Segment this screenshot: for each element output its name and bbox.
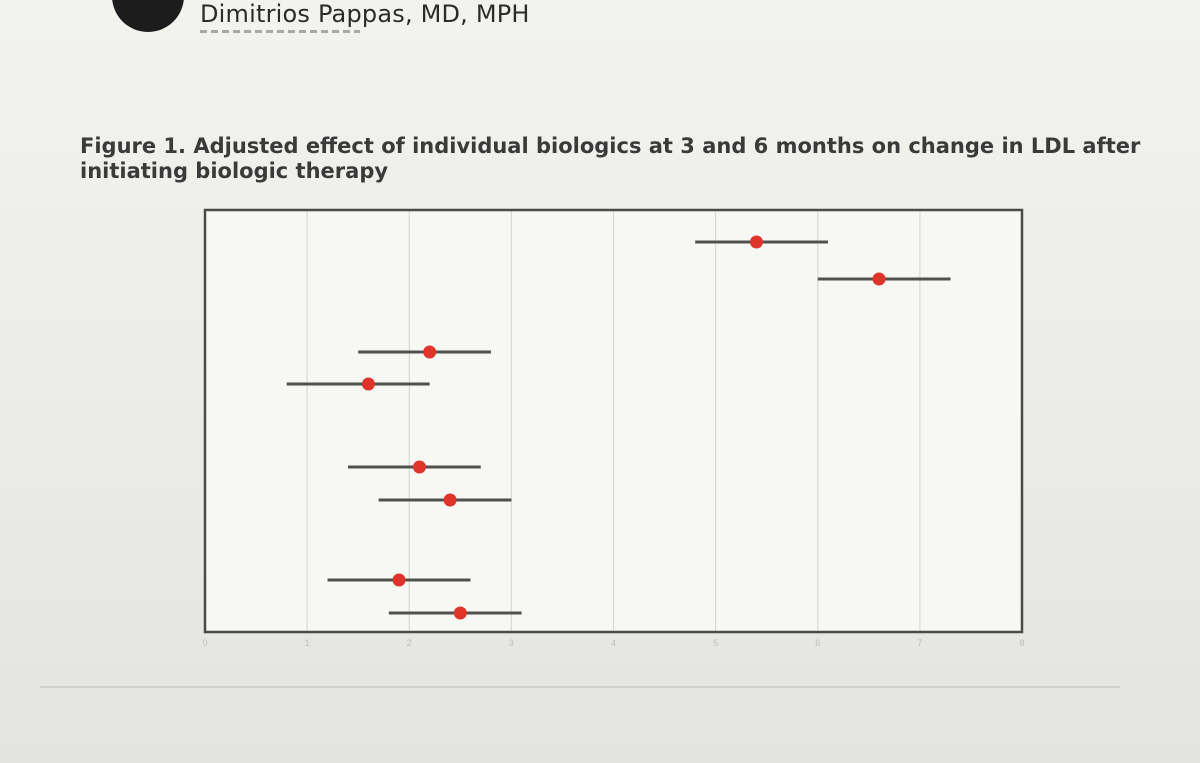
point-estimate xyxy=(872,272,886,286)
x-tick-label: 1 xyxy=(305,638,310,648)
x-tick-label: 3 xyxy=(509,638,514,648)
point-estimate xyxy=(423,345,437,359)
x-tick-label: 4 xyxy=(611,638,616,648)
slide-divider xyxy=(40,686,1120,688)
point-estimate xyxy=(361,377,375,391)
x-tick-label: 5 xyxy=(713,638,718,648)
point-estimate xyxy=(412,460,426,474)
x-tick-label: 2 xyxy=(407,638,412,648)
point-estimate xyxy=(443,493,457,507)
x-tick-label: 7 xyxy=(917,638,922,648)
point-estimate xyxy=(392,573,406,587)
figure-title: Figure 1. Adjusted effect of individual … xyxy=(80,134,1141,183)
x-tick-label: 6 xyxy=(815,638,820,648)
plot-frame xyxy=(203,208,1024,634)
grid-layer xyxy=(204,210,1023,632)
mark-layer xyxy=(286,235,951,620)
point-estimate xyxy=(749,235,763,249)
x-tick-layer: 0 1 2 3 4 5 6 7 8 xyxy=(202,638,1024,648)
point-estimate xyxy=(453,606,467,620)
speaker-name: Dimitrios Pappas, MD, MPH xyxy=(200,0,530,28)
x-tick-label: 0 xyxy=(202,638,207,648)
speaker-affiliation-smudge xyxy=(200,30,360,33)
x-tick-label: 8 xyxy=(1019,638,1024,648)
plot-frame-layer xyxy=(203,208,1024,634)
